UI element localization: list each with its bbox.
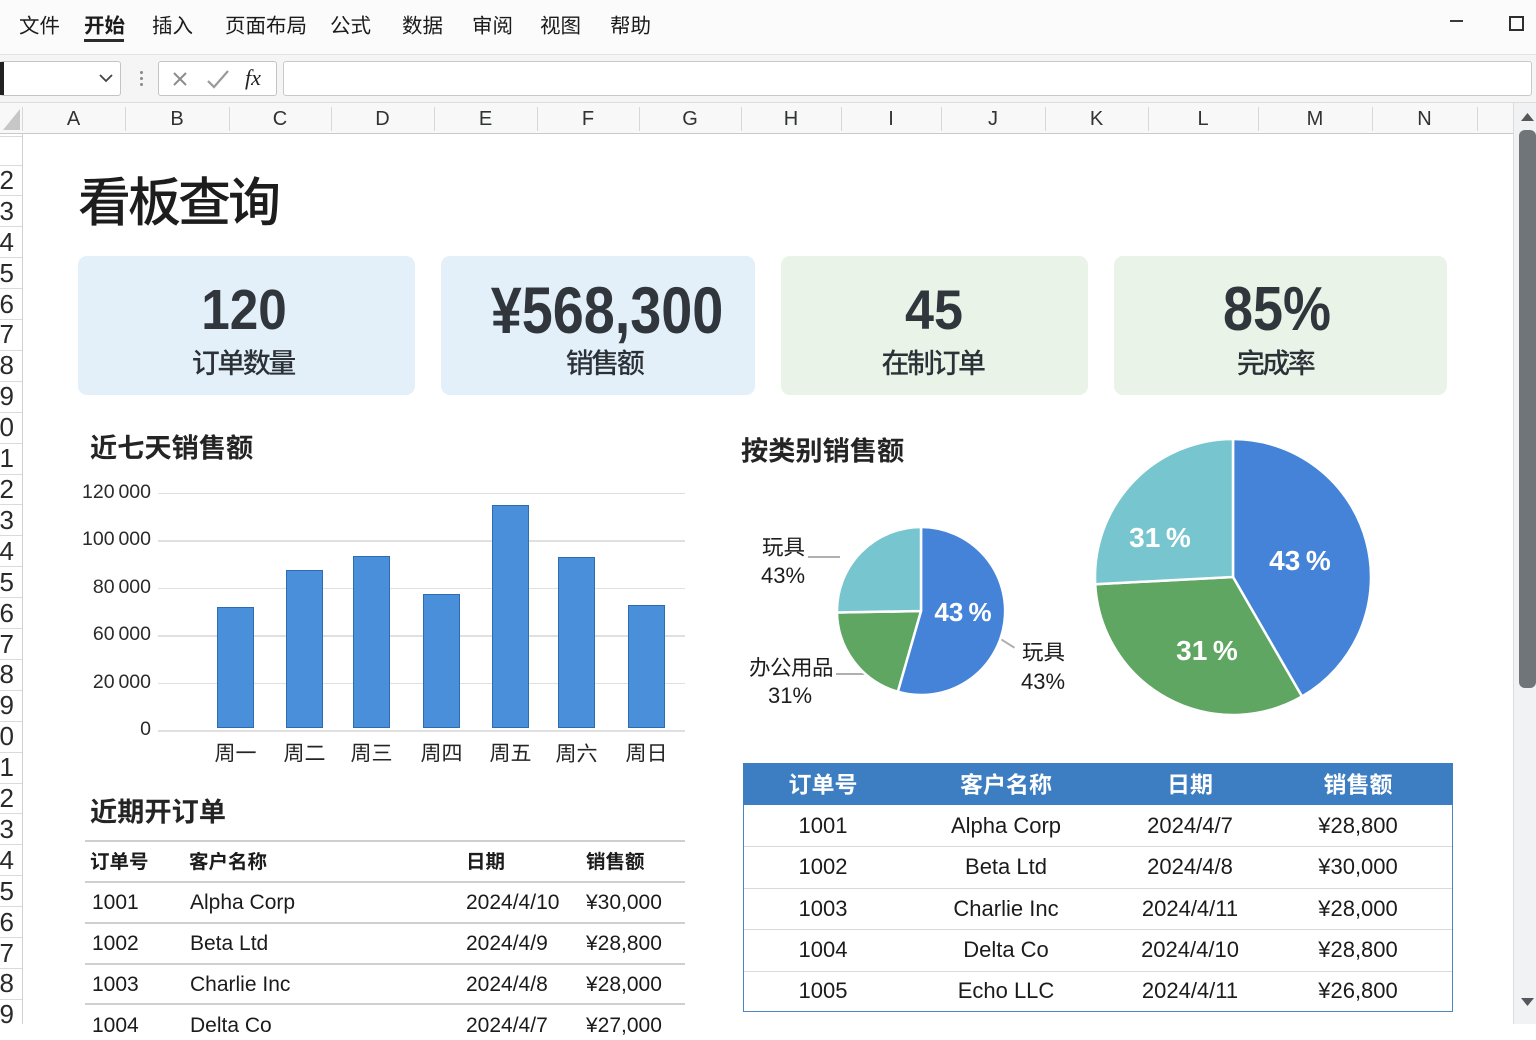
svg-text:31 %: 31 % — [1129, 522, 1191, 553]
svg-text:43 %: 43 % — [1269, 545, 1331, 576]
svg-text:43 %: 43 % — [934, 597, 991, 627]
svg-text:31 %: 31 % — [1176, 635, 1238, 666]
